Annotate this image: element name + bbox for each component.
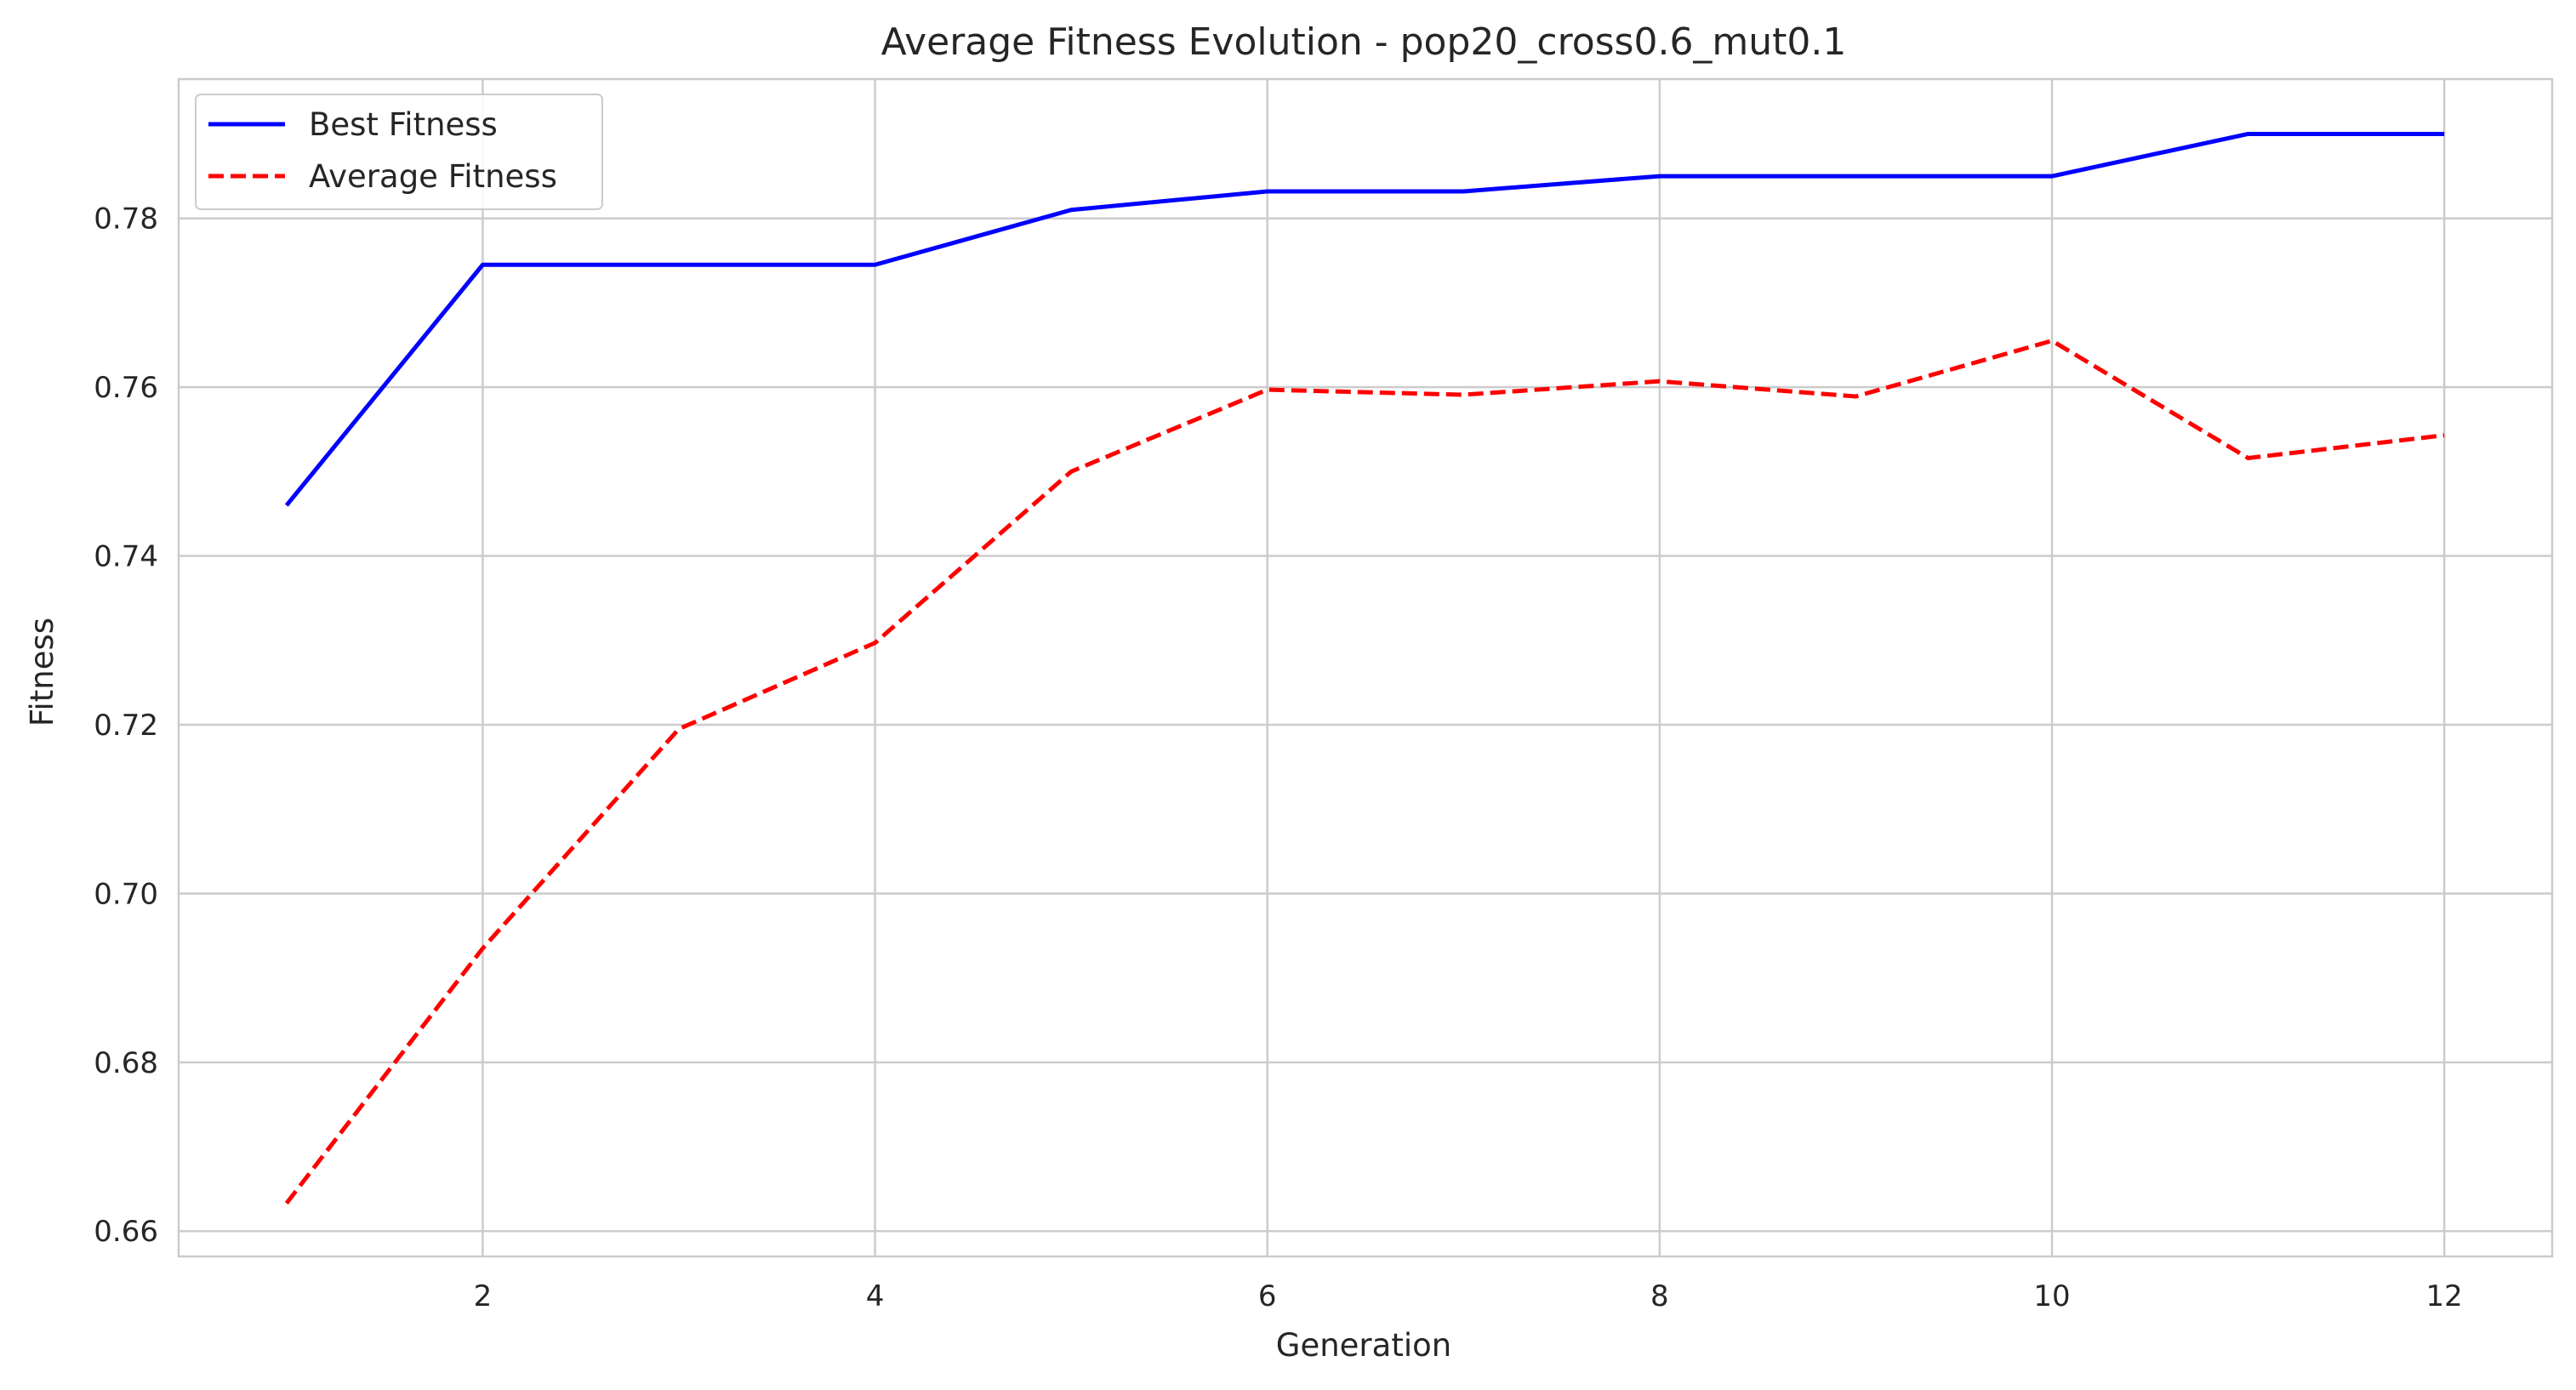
- y-tick-label: 0.78: [94, 202, 158, 236]
- x-axis-label: Generation: [1276, 1327, 1451, 1364]
- legend-box: [195, 94, 603, 210]
- x-tick-label: 10: [2033, 1279, 2070, 1313]
- y-tick-label: 0.74: [94, 540, 158, 574]
- x-tick-label: 4: [866, 1279, 885, 1313]
- series-layer: [284, 131, 2445, 1205]
- legend-label-average-fitness: Average Fitness: [309, 158, 557, 195]
- y-tick-label: 0.70: [94, 877, 158, 911]
- plot-frame: [177, 77, 2554, 1258]
- x-tick-label: 6: [1258, 1279, 1277, 1313]
- y-tick-label: 0.76: [94, 371, 158, 405]
- x-tick-label: 8: [1650, 1279, 1669, 1313]
- y-tick-labels: 0.66 0.68 0.70 0.72 0.74 0.76 0.78: [94, 202, 158, 1250]
- y-tick-label: 0.66: [94, 1215, 158, 1249]
- legend: Best Fitness Average Fitness: [195, 94, 603, 210]
- chart-title: Average Fitness Evolution - pop20_cross0…: [881, 20, 1847, 64]
- series-line-average-fitness: [284, 339, 2445, 1205]
- legend-label-best-fitness: Best Fitness: [309, 106, 498, 143]
- y-tick-label: 0.72: [94, 709, 158, 743]
- y-tick-label: 0.68: [94, 1046, 158, 1080]
- y-axis-label: Fitness: [24, 618, 60, 726]
- x-tick-label: 2: [474, 1279, 493, 1313]
- x-tick-labels: 2 4 6 8 10 12: [474, 1279, 2463, 1313]
- series-line-best-fitness: [284, 131, 2445, 507]
- x-tick-label: 12: [2426, 1279, 2463, 1313]
- grid: [179, 79, 2552, 1256]
